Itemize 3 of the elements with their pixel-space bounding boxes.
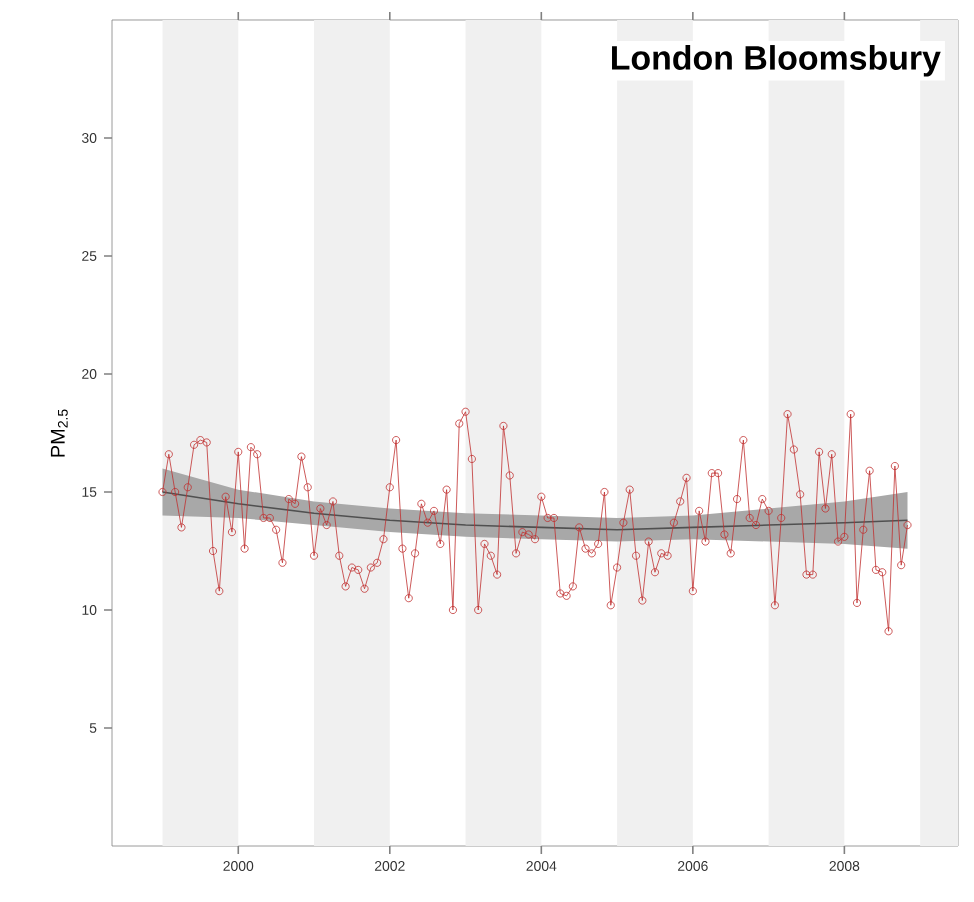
line-series [161, 491, 909, 531]
text: London Bloomsbury [612, 45, 941, 77]
y-axis-title: PM$_{2.5}$ [50, 409, 68, 457]
